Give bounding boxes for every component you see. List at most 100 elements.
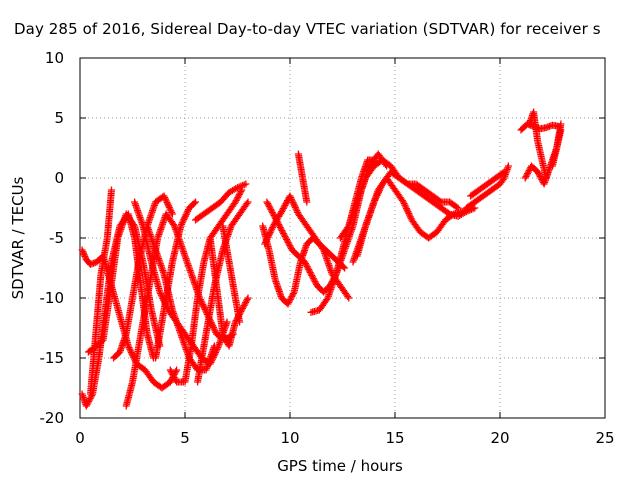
data-point	[179, 217, 187, 225]
data-point	[232, 197, 240, 204]
data-point	[289, 199, 297, 207]
data-point	[208, 320, 216, 328]
data-point	[239, 181, 247, 189]
data-point	[471, 204, 479, 212]
data-point	[169, 371, 177, 378]
data-point	[237, 182, 245, 190]
data-point	[279, 228, 287, 236]
data-point	[282, 200, 290, 208]
data-point	[182, 211, 190, 219]
data-point	[402, 203, 410, 211]
data-point	[275, 221, 283, 228]
data-point	[304, 264, 312, 272]
data-point	[289, 290, 297, 297]
data-point	[192, 198, 199, 206]
data-point	[272, 215, 280, 222]
data-point	[376, 185, 384, 193]
data-point	[85, 398, 93, 405]
data-point	[268, 209, 276, 216]
data-point	[239, 303, 247, 311]
data-point	[268, 207, 276, 215]
data-point	[83, 401, 91, 408]
data-point	[523, 171, 531, 179]
data-point	[81, 252, 89, 260]
x-axis-label: GPS time / hours	[277, 457, 403, 475]
data-point	[279, 204, 287, 212]
data-point	[171, 375, 179, 383]
data-point	[370, 198, 378, 206]
data-point	[80, 249, 87, 257]
data-point	[222, 336, 230, 344]
data-point	[279, 230, 287, 237]
x-tick-label: 10	[280, 429, 299, 447]
data-point	[282, 234, 290, 242]
data-point	[162, 195, 170, 203]
data-point	[235, 191, 243, 198]
data-point	[284, 300, 292, 308]
data-point	[557, 120, 565, 128]
data-point	[276, 222, 283, 230]
data-point	[220, 333, 228, 341]
data-point	[311, 278, 319, 285]
data-point	[183, 209, 191, 217]
data-point	[542, 174, 550, 182]
data-point	[190, 199, 198, 207]
data-point	[406, 213, 414, 221]
data-point	[267, 227, 275, 235]
data-point	[286, 296, 294, 303]
data-point	[345, 294, 353, 302]
data-point	[444, 209, 452, 217]
data-point	[371, 196, 379, 204]
data-point	[285, 299, 293, 306]
data-point	[165, 202, 173, 210]
data-point	[535, 170, 543, 177]
data-point	[406, 211, 414, 219]
x-tick-label: 25	[595, 429, 614, 447]
data-point	[211, 327, 219, 335]
y-tick-label: -10	[40, 289, 65, 307]
data-point	[283, 237, 291, 245]
data-point	[157, 290, 165, 298]
data-point	[240, 302, 248, 309]
data-point	[163, 199, 171, 207]
data-point	[200, 304, 208, 312]
data-point	[400, 200, 408, 208]
data-point	[287, 294, 295, 302]
data-point	[236, 318, 244, 326]
y-tick-label: -5	[49, 229, 64, 247]
data-point	[286, 192, 294, 200]
data-point	[82, 402, 90, 410]
data-point	[375, 188, 383, 196]
data-point	[168, 210, 176, 218]
data-point	[162, 197, 170, 205]
data-point	[161, 194, 169, 202]
data-point	[244, 198, 252, 206]
data-point	[209, 323, 217, 331]
data-point	[219, 330, 227, 338]
data-point	[244, 294, 252, 302]
data-point	[200, 302, 208, 310]
data-point	[234, 194, 242, 201]
x-tick-label: 0	[75, 429, 85, 447]
data-point	[522, 173, 530, 180]
data-point	[274, 219, 282, 227]
data-point	[287, 194, 295, 202]
data-point	[88, 392, 96, 399]
y-axis-label: SDTVAR / TECUs	[9, 176, 27, 300]
data-point	[262, 238, 270, 246]
data-point	[309, 273, 317, 281]
data-point	[128, 350, 136, 358]
data-point	[169, 372, 177, 380]
data-point	[341, 264, 349, 272]
x-tick-label: 20	[490, 429, 509, 447]
data-point	[178, 220, 186, 228]
data-point	[238, 305, 246, 312]
data-point	[301, 260, 309, 267]
data-point	[290, 200, 298, 208]
data-point	[266, 229, 274, 237]
data-point	[280, 203, 288, 211]
data-point	[263, 235, 271, 243]
data-point	[287, 243, 295, 251]
data-point	[525, 167, 533, 174]
data-point	[375, 187, 383, 195]
